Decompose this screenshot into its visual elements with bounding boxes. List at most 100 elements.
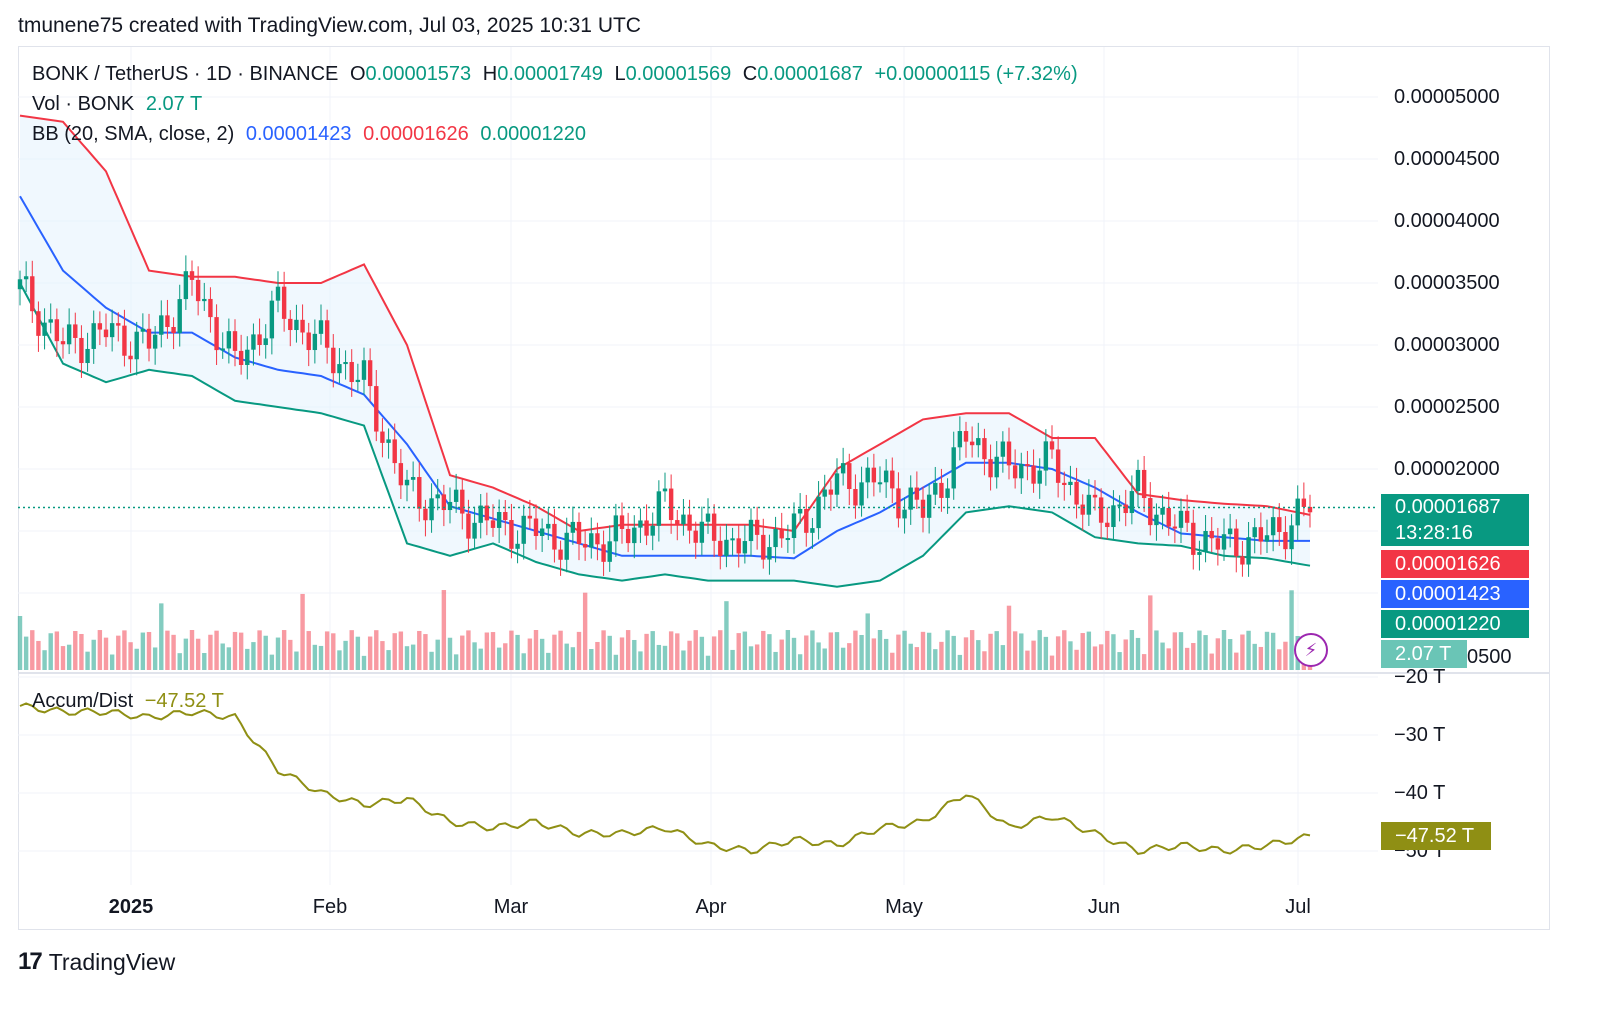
- volume-bar: [275, 637, 281, 670]
- price-axis-tick: 0.00002000: [1394, 458, 1500, 480]
- candle-body: [558, 549, 563, 560]
- volume-bar: [533, 630, 539, 670]
- candle-body: [97, 323, 103, 330]
- volume-bar: [779, 639, 784, 670]
- volume-bar: [1246, 630, 1251, 670]
- candle-body: [742, 541, 748, 554]
- volume-bar: [116, 635, 121, 670]
- volume-bar: [367, 636, 373, 670]
- candle-body: [288, 318, 293, 331]
- x-axis-tick: Mar: [493, 896, 529, 918]
- candle-body: [957, 431, 963, 448]
- candle-body: [1129, 491, 1135, 514]
- volume-bar: [318, 645, 324, 670]
- lightning-icon[interactable]: ⚡: [1294, 633, 1328, 667]
- ad-label: Accum/Dist: [32, 690, 134, 712]
- high-label: H: [482, 63, 498, 85]
- volume-bar: [834, 632, 840, 670]
- volume-bar: [785, 630, 791, 670]
- footer-brand[interactable]: 17 TradingView: [18, 948, 175, 976]
- candle-body: [1283, 532, 1288, 550]
- volume-bar: [1289, 590, 1294, 670]
- volume-bar: [447, 637, 453, 670]
- volume-bar: [152, 647, 158, 670]
- candle-body: [1098, 497, 1104, 523]
- volume-bar: [1203, 635, 1208, 670]
- volume-bar: [1234, 652, 1239, 670]
- volume-bar: [1037, 630, 1042, 670]
- volume-bar: [521, 653, 526, 670]
- volume-bar: [392, 633, 397, 670]
- volume-bar: [60, 646, 66, 670]
- candle-body: [920, 499, 926, 518]
- legend-bb-row: BB (20, SMA, close, 2) 0.00001423 0.0000…: [32, 123, 592, 146]
- candle-body: [1240, 556, 1245, 565]
- volume-bar: [810, 630, 815, 670]
- volume-bar: [208, 634, 213, 670]
- volume-bar: [48, 633, 53, 670]
- volume-bar: [79, 633, 84, 670]
- volume-bar: [632, 639, 637, 670]
- candle-body: [1012, 465, 1018, 479]
- volume-bar: [693, 630, 698, 670]
- candle-body: [1154, 514, 1159, 526]
- volume-bar: [644, 633, 649, 670]
- candle-body: [1178, 510, 1184, 528]
- candle-body: [926, 494, 932, 518]
- candle-body: [312, 333, 318, 351]
- volume-bar: [582, 592, 588, 670]
- candle-body: [318, 320, 324, 334]
- volume-bar: [1006, 605, 1012, 670]
- volume-bar: [281, 630, 287, 670]
- legend-ad-row: Accum/Dist −47.52 T: [32, 690, 230, 713]
- volume-bar: [1098, 644, 1104, 670]
- volume-bar: [509, 630, 514, 670]
- volume-bar: [1178, 632, 1184, 670]
- volume-bar: [994, 631, 999, 670]
- price-axis-tick: 0.00004000: [1394, 210, 1500, 232]
- candle-body: [638, 520, 643, 528]
- volume-bar: [1025, 650, 1030, 670]
- volume-bar: [1227, 639, 1233, 670]
- volume-bar: [54, 631, 60, 670]
- candle-body: [398, 463, 404, 486]
- bb-upper-tag: 0.00001626: [1381, 550, 1529, 578]
- volume-bar: [791, 637, 797, 670]
- volume-bar: [1019, 633, 1024, 670]
- volume-bar: [183, 638, 189, 670]
- volume-bar: [570, 647, 576, 670]
- volume-bar: [1092, 646, 1098, 670]
- volume-bar: [128, 642, 133, 670]
- candle-body: [374, 386, 379, 432]
- volume-bar: [926, 632, 932, 670]
- candle-body: [914, 487, 920, 500]
- volume-bar: [42, 650, 47, 670]
- candle-body: [625, 528, 631, 544]
- x-axis-tick: May: [885, 896, 923, 918]
- volume-bar: [73, 631, 78, 670]
- volume-bar: [202, 653, 207, 670]
- candle-body: [214, 317, 219, 351]
- candle-body: [429, 498, 434, 521]
- candle-body: [601, 544, 606, 562]
- volume-bar: [613, 654, 619, 670]
- volume-bar: [490, 632, 496, 670]
- bollinger-band-fill: [20, 115, 1310, 587]
- ad-tag: −47.52 T: [1381, 822, 1491, 850]
- volume-bar: [1191, 643, 1196, 670]
- volume-bar: [773, 651, 778, 670]
- volume-bar: [945, 630, 950, 670]
- x-axis-tick: Feb: [312, 896, 348, 918]
- candle-body: [816, 496, 821, 529]
- candle-body: [509, 520, 514, 549]
- volume-bar: [662, 645, 668, 670]
- candle-body: [896, 488, 901, 519]
- x-axis-tick: Apr: [695, 896, 727, 918]
- volume-bar: [969, 630, 975, 670]
- volume-bar: [687, 640, 692, 670]
- candle-body: [349, 362, 354, 383]
- volume-bar: [1043, 636, 1049, 670]
- volume-bar: [214, 630, 219, 670]
- bollinger-lower-line: [19, 282, 1311, 588]
